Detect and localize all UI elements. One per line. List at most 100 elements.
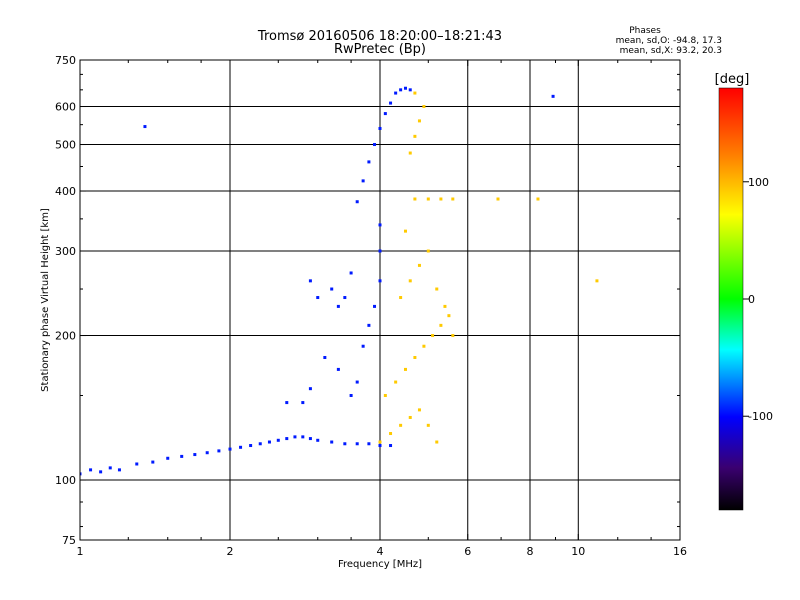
data-point-o: [301, 401, 305, 405]
y-tick-label: 200: [55, 330, 76, 343]
data-point-x: [435, 440, 439, 444]
data-point-x: [417, 119, 421, 123]
data-point-o: [117, 468, 121, 472]
data-point-x: [408, 415, 412, 419]
x-tick-label: 6: [464, 545, 471, 558]
x-tick-label: 10: [571, 545, 585, 558]
y-tick-label: 100: [55, 474, 76, 487]
data-point-x: [413, 355, 417, 359]
y-tick-label: 750: [55, 54, 76, 67]
phase-stats-title: Phases: [629, 26, 661, 36]
data-point-o: [378, 223, 382, 227]
data-point-o: [343, 442, 347, 446]
x-tick-label: 8: [527, 545, 534, 558]
data-point-x: [426, 423, 430, 427]
data-point-o: [239, 445, 243, 449]
data-point-o: [89, 468, 93, 472]
data-point-o: [373, 143, 377, 147]
data-point-o: [367, 442, 371, 446]
colorbar-tick-label: -100: [748, 410, 773, 423]
data-point-o: [267, 440, 271, 444]
x-axis-label: Frequency [MHz]: [338, 559, 422, 570]
data-point-o: [228, 447, 232, 451]
data-point-x: [496, 197, 500, 201]
chart-subtitle: RwPretec (Bp): [334, 42, 426, 57]
data-point-o: [293, 435, 297, 439]
y-tick-label: 500: [55, 139, 76, 152]
data-point-o: [180, 454, 184, 458]
x-tick-label: 16: [673, 545, 687, 558]
data-point-x: [435, 287, 439, 291]
data-point-o: [108, 466, 112, 470]
y-tick-label: 75: [62, 534, 76, 547]
data-point-x: [417, 408, 421, 412]
data-point-x: [447, 314, 451, 318]
data-point-o: [80, 472, 82, 476]
data-point-x: [417, 263, 421, 267]
data-point-o: [355, 380, 359, 384]
y-tick-label: 600: [55, 101, 76, 114]
data-point-x: [413, 197, 417, 201]
data-point-o: [336, 304, 340, 308]
data-point-o: [258, 442, 262, 446]
colorbar-ticks: 100 0 -100: [743, 176, 773, 423]
x-axis-ticks: 1 2 4 6 8 10 16: [77, 60, 687, 558]
data-point-o: [383, 112, 387, 116]
data-point-o: [389, 444, 393, 448]
data-point-o: [361, 179, 365, 183]
data-point-o: [378, 444, 382, 448]
data-point-x: [403, 367, 407, 371]
data-point-x: [451, 334, 455, 338]
x-tick-label: 4: [377, 545, 384, 558]
data-point-o: [378, 126, 382, 130]
data-point-x: [413, 134, 417, 138]
y-axis-ticks: 75 100 200 300 400 500 600 750: [55, 54, 680, 547]
data-point-o: [301, 435, 305, 439]
data-point-o: [367, 160, 371, 164]
data-point-x: [431, 334, 435, 338]
data-point-o: [330, 440, 334, 444]
data-point-x: [451, 197, 455, 201]
data-point-o: [389, 101, 393, 105]
data-point-o: [343, 296, 347, 300]
data-point-o: [316, 296, 320, 300]
data-point-o: [205, 451, 209, 455]
data-point-o: [373, 304, 377, 308]
colorbar: [718, 87, 744, 511]
chart-title: Tromsø 20160506 18:20:00–18:21:43: [257, 29, 502, 44]
data-point-o: [276, 438, 280, 442]
data-point-x: [422, 344, 426, 348]
data-point-o: [316, 438, 320, 442]
data-point-o: [285, 437, 289, 441]
data-point-o: [355, 442, 359, 446]
data-point-o: [355, 200, 359, 204]
data-point-x: [408, 279, 412, 283]
data-point-x: [426, 197, 430, 201]
data-point-o: [361, 344, 365, 348]
colorbar-label: [deg]: [715, 72, 750, 87]
data-point-x: [399, 423, 403, 427]
data-point-x: [443, 304, 447, 308]
colorbar-tick-label: 0: [748, 293, 755, 306]
data-point-o: [394, 91, 398, 95]
data-point-x: [389, 432, 393, 436]
data-point-o: [367, 323, 371, 327]
data-point-x: [383, 394, 387, 398]
data-point-o: [378, 279, 382, 283]
data-point-x: [399, 296, 403, 300]
data-point-x: [403, 229, 407, 233]
data-point-o: [99, 470, 103, 474]
data-point-o: [135, 462, 139, 466]
data-point-x: [378, 440, 382, 444]
data-point-o: [399, 88, 403, 92]
data-points: [80, 86, 599, 476]
y-tick-label: 300: [55, 245, 76, 258]
data-point-o: [249, 444, 253, 448]
data-point-o: [143, 125, 147, 129]
data-point-o: [378, 249, 382, 253]
data-point-o: [323, 355, 327, 359]
data-point-o: [193, 453, 197, 457]
data-point-x: [595, 279, 599, 283]
data-point-o: [308, 437, 312, 441]
